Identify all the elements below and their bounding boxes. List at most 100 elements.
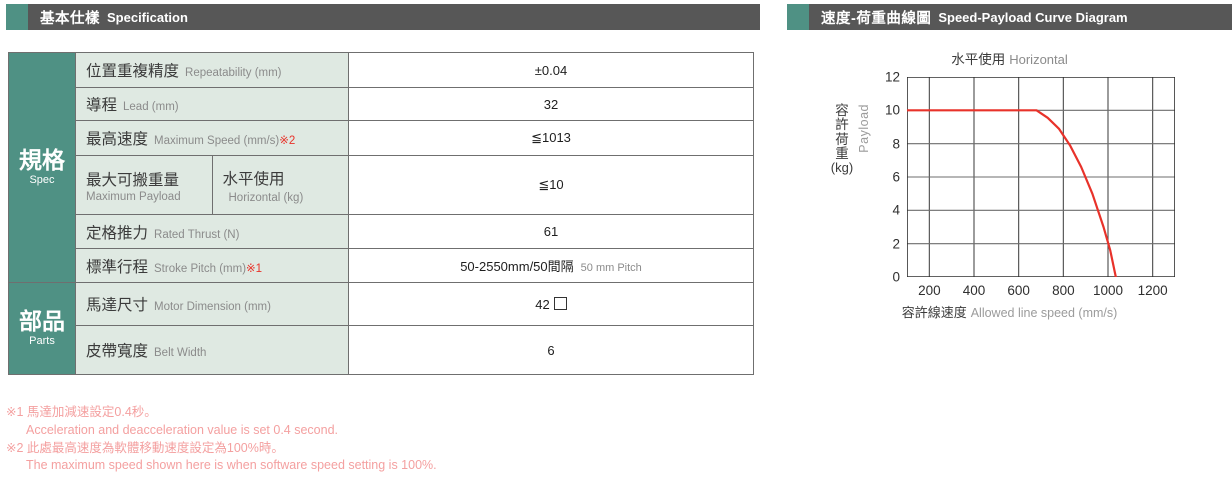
spec-section-header: 基本仕樣 Specification bbox=[6, 4, 760, 30]
footnote-1-en: Acceleration and deacceleration value is… bbox=[26, 422, 338, 437]
footnote-mark: ※2 bbox=[279, 135, 296, 147]
spec-header-bar: 基本仕樣 Specification bbox=[28, 4, 760, 30]
plot-svg bbox=[907, 77, 1175, 277]
x-axis-tick: 1200 bbox=[1137, 283, 1168, 298]
label-en: Rated Thrust (N) bbox=[154, 228, 240, 241]
label-cn: 位置重複精度 bbox=[86, 63, 180, 80]
row-value-lead: 32 bbox=[348, 87, 754, 121]
table-row: 導程 Lead (mm) 32 bbox=[9, 87, 754, 121]
group-cell-spec: 規格 Spec bbox=[8, 52, 76, 283]
square-symbol-icon bbox=[553, 296, 567, 310]
speed-payload-chart: 水平使用 Horizontal 容 許 荷 重 (kg) Payload 0 2 4 6… bbox=[787, 42, 1232, 320]
x-axis-tick: 600 bbox=[1007, 283, 1030, 298]
y-axis-tick: 12 bbox=[884, 69, 900, 85]
label-cn: 最大可搬重量 bbox=[86, 171, 180, 189]
spec-table-wrapper: 規格 Spec 位置重複精度 Repeatability (mm) ±0.04 導… bbox=[8, 52, 754, 375]
label-cn: 最高速度 bbox=[86, 131, 149, 148]
footnotes: ※1 馬達加減速設定0.4秒。 Acceleration and deaccel… bbox=[6, 404, 626, 475]
y-axis-label-char-1: 許 bbox=[835, 117, 849, 133]
group-label-cn: 規格 bbox=[19, 147, 65, 174]
label-cn: 標準行程 bbox=[86, 258, 149, 276]
y-axis-tick: 10 bbox=[884, 102, 900, 118]
label-en: Stroke Pitch (mm) bbox=[154, 262, 247, 275]
label-cn: 水平使用 bbox=[222, 170, 285, 188]
label-cn: 皮帶寬度 bbox=[86, 343, 149, 360]
footnote-2-en: The maximum speed shown here is when sof… bbox=[26, 458, 437, 473]
y-axis-tick: 6 bbox=[892, 169, 900, 185]
value-text: 6 bbox=[547, 342, 555, 358]
row-label-payload-horizontal: 水平使用 Horizontal (kg) bbox=[211, 155, 349, 215]
table-row: 規格 Spec 位置重複精度 Repeatability (mm) ±0.04 bbox=[8, 52, 754, 283]
spec-table: 規格 Spec 位置重複精度 Repeatability (mm) ±0.04 導… bbox=[8, 52, 754, 375]
row-value-maximum-speed: ≦1013 bbox=[348, 120, 754, 156]
row-value-maximum-payload: ≦10 bbox=[348, 155, 754, 215]
chart-header-title-en: Speed-Payload Curve Diagram bbox=[938, 9, 1128, 25]
chart-title: 水平使用 Horizontal bbox=[787, 48, 1232, 69]
chart-header-title-cn: 速度-荷重曲線圖 bbox=[821, 10, 932, 27]
chart-section-header: 速度-荷重曲線圖 Speed-Payload Curve Diagram bbox=[787, 4, 1232, 30]
footnote-1-cn: ※1 馬達加減速設定0.4秒。 bbox=[6, 405, 157, 419]
y-axis-label-en: Payload bbox=[857, 104, 871, 153]
y-axis-label-char-2: 荷 bbox=[835, 131, 849, 147]
y-axis-tick: 8 bbox=[892, 136, 900, 152]
y-axis-tick: 4 bbox=[892, 202, 900, 218]
label-cn: 定格推力 bbox=[86, 224, 149, 242]
label-en: Horizontal (kg) bbox=[228, 191, 304, 204]
row-label-stroke-pitch: 標準行程 Stroke Pitch (mm)※1 bbox=[75, 248, 349, 283]
footnote-2-cn: ※2 此處最高速度為軟體移動速度設定為100%時。 bbox=[6, 440, 284, 455]
group-cell-parts: 部品 Parts bbox=[8, 282, 76, 375]
value-text: 42 bbox=[535, 296, 550, 312]
label-en: Repeatability (mm) bbox=[185, 67, 282, 79]
x-axis-label-en: Allowed line speed (mm/s) bbox=[970, 306, 1118, 320]
table-row: 皮帶寬度 Belt Width 6 bbox=[9, 325, 754, 375]
value-note: 50 mm Pitch bbox=[580, 262, 642, 274]
plot-frame: 0 2 4 6 8 10 12 200 400 600 800 1000 1200 bbox=[885, 70, 1175, 298]
y-axis-label-char-3: 重 bbox=[835, 145, 849, 161]
y-axis-label-char-0: 容 bbox=[835, 103, 849, 118]
footnote-mark: ※1 bbox=[246, 262, 263, 275]
value-text: ≦10 bbox=[538, 177, 564, 192]
group-label-en: Spec bbox=[29, 173, 55, 186]
spec-header-accent-block bbox=[6, 4, 28, 30]
row-label-maximum-speed: 最高速度 Maximum Speed (mm/s)※2 bbox=[75, 120, 349, 156]
y-axis-label-unit: (kg) bbox=[830, 160, 854, 176]
label-en: Maximum Speed (mm/s) bbox=[154, 135, 280, 147]
chart-title-cn: 水平使用 bbox=[951, 52, 1006, 67]
group-label-cn: 部品 bbox=[19, 308, 65, 335]
label-en: Motor Dimension (mm) bbox=[154, 301, 271, 313]
spec-header-title-cn: 基本仕樣 bbox=[40, 10, 100, 27]
group-label-en: Parts bbox=[29, 334, 55, 347]
label-sub-en: Maximum Payload bbox=[86, 190, 181, 203]
value-text: 61 bbox=[543, 224, 559, 239]
value-text: ≦1013 bbox=[531, 130, 571, 145]
label-en: Lead (mm) bbox=[123, 101, 179, 113]
y-axis-tick: 2 bbox=[892, 236, 900, 252]
row-label-rated-thrust: 定格推力 Rated Thrust (N) bbox=[75, 214, 349, 249]
label-en: Belt Width bbox=[154, 347, 207, 359]
x-axis-label: 容許線速度 Allowed line speed (mm/s) bbox=[787, 302, 1232, 322]
row-value-stroke-pitch: 50-2550mm/50間隔 50 mm Pitch bbox=[348, 248, 754, 283]
row-label-lead: 導程 Lead (mm) bbox=[75, 87, 349, 121]
table-row: 最大可搬重量 Maximum Payload 水平使用 Horizontal (k… bbox=[9, 155, 754, 215]
table-row: 最高速度 Maximum Speed (mm/s)※2 ≦1013 bbox=[9, 120, 754, 156]
x-axis-tick: 400 bbox=[962, 283, 986, 298]
row-label-belt-width: 皮帶寬度 Belt Width bbox=[75, 325, 349, 375]
label-cn: 馬達尺寸 bbox=[86, 297, 149, 314]
row-label-maximum-payload: 最大可搬重量 Maximum Payload bbox=[75, 155, 213, 215]
y-axis-tick: 0 bbox=[892, 269, 900, 285]
table-row: 標準行程 Stroke Pitch (mm)※1 50-2550mm/50間隔 50… bbox=[9, 248, 754, 283]
x-axis-tick: 200 bbox=[918, 283, 941, 298]
chart-title-en: Horizontal bbox=[1009, 52, 1068, 67]
row-value-repeatability: ±0.04 bbox=[348, 52, 754, 88]
row-value-rated-thrust: 61 bbox=[348, 214, 754, 249]
value-text: ±0.04 bbox=[534, 62, 568, 78]
row-value-belt-width: 6 bbox=[348, 325, 754, 375]
chart-header-accent-block bbox=[787, 4, 809, 30]
x-axis-label-cn: 容許線速度 bbox=[901, 305, 967, 320]
table-row: 定格推力 Rated Thrust (N) 61 bbox=[9, 214, 754, 249]
spec-header-title-en: Specification bbox=[107, 9, 188, 25]
label-cn: 導程 bbox=[86, 97, 118, 114]
table-row: 部品 Parts 馬達尺寸 Motor Dimension (mm) 42 bbox=[8, 282, 754, 375]
value-text: 32 bbox=[543, 96, 559, 112]
